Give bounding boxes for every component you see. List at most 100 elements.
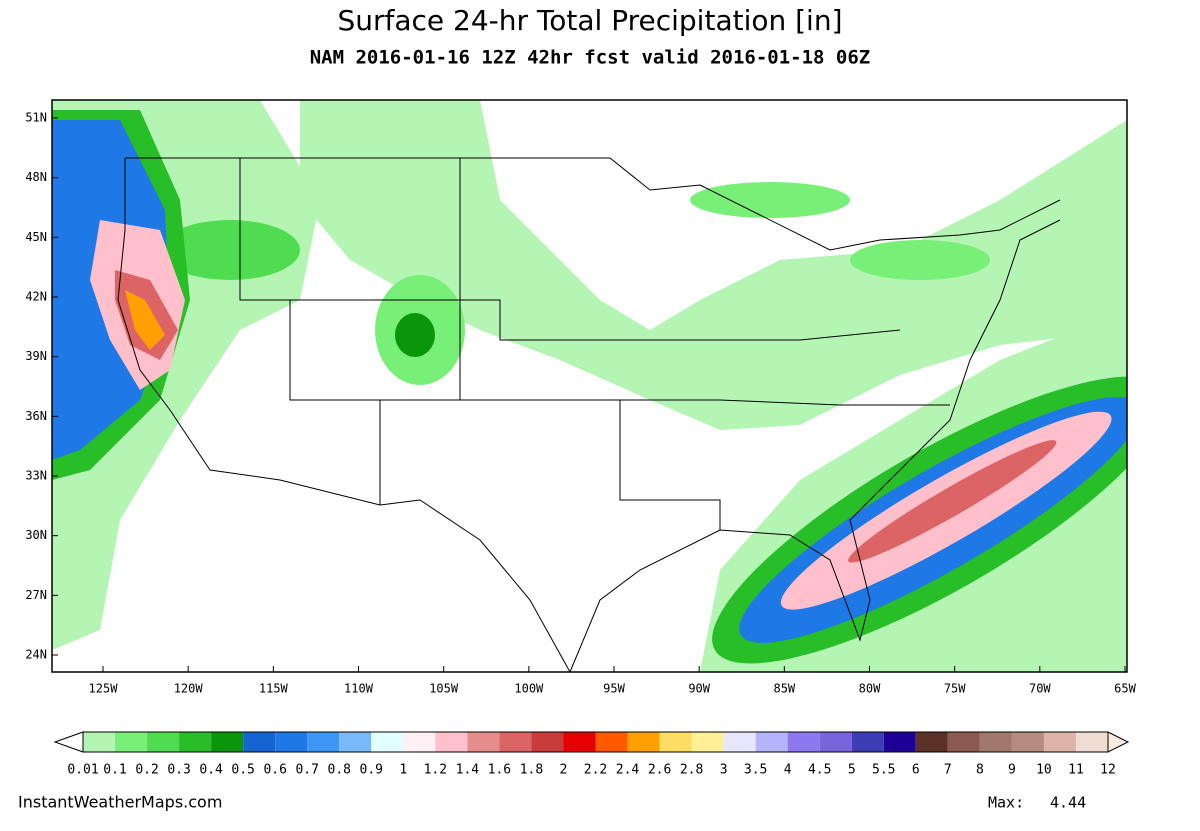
colorbar-box (1043, 732, 1076, 752)
colorbar-label: 1.8 (520, 763, 543, 778)
colorbar-box (819, 732, 852, 752)
colorbar-label: 4.5 (808, 763, 831, 778)
colorbar-label: 3.5 (744, 763, 767, 778)
precip-green (690, 182, 850, 218)
lon-tick-label: 110W (344, 682, 374, 696)
colorbar-box (1075, 732, 1108, 752)
colorbar-box (307, 732, 340, 752)
lon-tick-label: 120W (174, 682, 204, 696)
lon-tick-label: 125W (89, 682, 119, 696)
lat-tick-label: 45N (25, 230, 47, 244)
precip-green (850, 240, 990, 280)
colorbar-box (563, 732, 596, 752)
colorbar-box (531, 732, 564, 752)
colorbar-box (211, 732, 244, 752)
colorbar-label: 5 (848, 763, 856, 778)
lat-tick-label: 48N (25, 170, 47, 184)
lat-tick-label: 30N (25, 528, 47, 542)
lat-tick-label: 24N (25, 648, 47, 662)
colorbar-box (883, 732, 916, 752)
colorbar-label: 8 (976, 763, 984, 778)
colorbar-box (115, 732, 148, 752)
colorbar-box (723, 732, 756, 752)
colorbar-box (83, 732, 116, 752)
colorbar-label: 2 (560, 763, 568, 778)
colorbar-label: 3 (720, 763, 728, 778)
state-line (380, 399, 950, 406)
border (125, 157, 1061, 251)
colorbar-box (755, 732, 788, 752)
precip-orange (125, 290, 165, 350)
precip-field (52, 100, 1127, 672)
colorbar-label: 1.4 (456, 763, 480, 778)
colorbar-box (467, 732, 500, 752)
colorbar-label: 0.3 (167, 763, 190, 778)
subtitle: NAM 2016-01-16 12Z 42hr fcst valid 2016-… (310, 47, 871, 69)
lat-tick-label: 27N (25, 588, 47, 602)
colorbar-label: 0.1 (103, 763, 126, 778)
colorbar-label: 1 (399, 763, 407, 778)
colorbar-label: 0.01 (67, 763, 98, 778)
precip-light (300, 100, 1127, 430)
colorbar-box (787, 732, 820, 752)
lon-tick-label: 105W (429, 682, 459, 696)
colorbar-box (371, 732, 404, 752)
colorbar-under (53, 731, 84, 753)
colorbar-label: 0.6 (263, 763, 286, 778)
colorbar: 0.01 0.1 0.2 0.3 0.4 0.5 0.6 0.7 0.8 0.9 1 1.2 1.4 1.… (53, 731, 1130, 778)
state-line (459, 158, 721, 530)
colorbar-box (1011, 732, 1044, 752)
lon-tick-label: 95W (603, 682, 625, 696)
colorbar-box (915, 732, 948, 752)
colorbar-label: 12 (1100, 763, 1116, 778)
colorbar-label: 0.8 (328, 763, 351, 778)
colorbar-box (595, 732, 628, 752)
lon-tick-label: 75W (944, 682, 966, 696)
colorbar-label: 2.8 (680, 763, 703, 778)
precip-green (395, 313, 435, 357)
colorbar-label: 0.2 (135, 763, 158, 778)
colorbar-label: 2.6 (648, 763, 671, 778)
lon-tick-label: 80W (859, 682, 881, 696)
colorbar-box (659, 732, 692, 752)
colorbar-label: 4 (784, 763, 792, 778)
lat-tick-label: 51N (25, 111, 47, 125)
map-frame (51, 99, 1128, 673)
lon-tick-label: 85W (773, 682, 795, 696)
colorbar-label: 7 (944, 763, 952, 778)
lat-tick-label: 39N (25, 349, 47, 363)
colorbar-label: 1.6 (488, 763, 511, 778)
colorbar-box (947, 732, 980, 752)
colorbar-box (243, 732, 276, 752)
colorbar-label: 1.2 (424, 763, 447, 778)
lon-tick-label: 65W (1114, 682, 1136, 696)
colorbar-label: 2.2 (584, 763, 607, 778)
max-value: 4.44 (1050, 794, 1086, 812)
colorbar-label: 6 (912, 763, 920, 778)
title: Surface 24-hr Total Precipitation [in] (337, 4, 842, 37)
state-line (239, 158, 381, 505)
colorbar-label: 2.4 (616, 763, 640, 778)
precip-green (160, 220, 300, 280)
max-label: Max: (988, 794, 1024, 812)
colorbar-box (275, 732, 308, 752)
colorbar-over (1107, 731, 1130, 753)
coast (569, 219, 1061, 673)
colorbar-label: 0.7 (295, 763, 318, 778)
colorbar-box (435, 732, 468, 752)
colorbar-box (691, 732, 724, 752)
colorbar-box (979, 732, 1012, 752)
colorbar-box (339, 732, 372, 752)
precip-red (848, 440, 1057, 563)
colorbar-box (851, 732, 884, 752)
colorbar-box (627, 732, 660, 752)
colorbar-label: 11 (1068, 763, 1084, 778)
lat-tick-label: 42N (25, 290, 47, 304)
colorbar-label: 0.4 (199, 763, 223, 778)
colorbar-box (147, 732, 180, 752)
border (117, 158, 571, 673)
lon-tick-label: 70W (1029, 682, 1051, 696)
colorbar-frame (82, 731, 1109, 753)
colorbar-box (403, 732, 436, 752)
colorbar-box (179, 732, 212, 752)
